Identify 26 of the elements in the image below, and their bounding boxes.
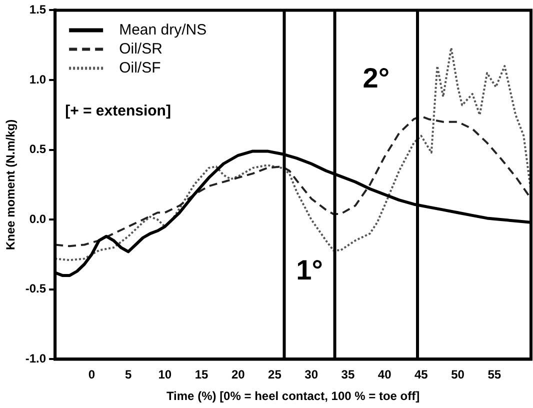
legend-label: Oil/SR (119, 40, 163, 58)
annotation: 2° (362, 62, 390, 94)
x-tick-label: 45 (414, 368, 428, 382)
x-tick-label: 10 (158, 368, 172, 382)
x-tick-label: 50 (451, 368, 465, 382)
legend-label: Mean dry/NS (119, 21, 207, 38)
x-tick-label: 5 (124, 368, 132, 382)
annotation: [+ = extension] (65, 102, 171, 120)
x-tick-label: 20 (231, 368, 246, 382)
x-tick-label: 55 (488, 368, 502, 382)
y-tick-label: -0.5 (25, 282, 46, 296)
x-tick-label: 0 (88, 368, 96, 382)
y-tick-label: 1.5 (29, 2, 46, 17)
legend-label: Oil/SF (119, 59, 161, 76)
y-tick-label: 0.5 (29, 142, 46, 156)
x-tick-label: 35 (341, 368, 355, 382)
y-tick-label: -1.0 (25, 352, 46, 366)
x-axis-title: Time (%) [0% = heel contact, 100 % = toe off] (166, 389, 420, 404)
x-tick-label: 30 (304, 368, 318, 382)
y-axis-title: Knee moment (N.m/kg) (4, 119, 18, 250)
x-tick-label: 40 (378, 368, 392, 382)
annotation: 1° (296, 254, 323, 286)
y-tick-label: 0.0 (29, 212, 46, 226)
x-tick-label: 25 (268, 368, 282, 382)
x-tick-label: 15 (194, 368, 209, 382)
y-tick-label: 1.0 (29, 72, 46, 86)
